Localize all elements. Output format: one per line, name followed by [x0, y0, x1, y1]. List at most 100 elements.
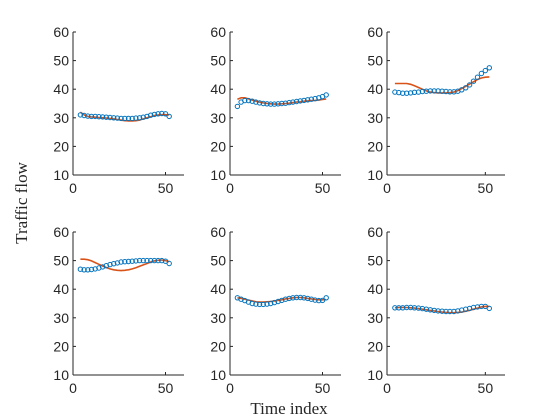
data-point	[279, 100, 285, 107]
y-tick-label: 10	[210, 367, 226, 383]
data-point	[249, 98, 255, 104]
y-tick-label: 40	[53, 281, 69, 297]
x-tick-label: 0	[69, 380, 77, 396]
panels: 10 20 30 40 50 60 0 50 10 20 30 40 50 60 0 50 10 20 30 40 50…	[53, 24, 505, 396]
y-tick-label: 50	[210, 53, 226, 69]
data-point	[290, 295, 296, 301]
y-tick-label: 50	[367, 253, 383, 269]
data-point	[111, 261, 117, 267]
y-tick-label: 40	[367, 281, 383, 297]
y-tick-label: 20	[53, 338, 69, 354]
data-point	[308, 296, 315, 302]
data-point	[96, 114, 102, 120]
data-point	[260, 301, 266, 308]
data-point	[148, 257, 154, 264]
data-point	[155, 111, 161, 117]
data-point	[151, 257, 158, 264]
data-point	[312, 95, 318, 102]
y-tick-label: 50	[210, 253, 226, 269]
data-point	[301, 295, 307, 301]
panel-2: 10 20 30 40 50 60 0 50	[210, 24, 341, 196]
data-point	[136, 115, 143, 121]
data-point	[268, 300, 274, 307]
x-tick-label: 50	[478, 380, 494, 396]
panel-6: 10 20 30 40 50 60 0 50	[367, 224, 505, 396]
data-point	[260, 100, 266, 107]
data-point	[264, 301, 270, 307]
data-point	[474, 74, 481, 80]
y-tick-label: 60	[367, 224, 383, 240]
data-point	[268, 101, 274, 107]
x-tick-label: 0	[69, 180, 77, 196]
data-point	[253, 301, 259, 307]
y-tick-label: 10	[53, 167, 69, 183]
y-tick-label: 50	[53, 253, 69, 269]
data-point	[486, 65, 492, 71]
data-point	[486, 305, 492, 312]
y-tick-label: 10	[367, 367, 383, 383]
x-tick-label: 50	[315, 180, 331, 196]
data-point	[125, 115, 132, 122]
y-tick-label: 40	[210, 281, 226, 297]
y-tick-label: 20	[210, 338, 226, 354]
data-point	[253, 99, 259, 105]
data-point	[140, 257, 147, 264]
data-point	[107, 114, 113, 121]
y-tick-label: 10	[367, 167, 383, 183]
y-tick-label: 20	[367, 338, 383, 354]
data-point	[77, 266, 84, 272]
data-point	[107, 261, 113, 268]
fit-line	[237, 97, 327, 105]
data-point	[77, 112, 84, 118]
y-tick-label: 30	[210, 110, 226, 126]
y-tick-label: 10	[210, 167, 226, 183]
data-point	[297, 98, 303, 104]
data-point	[144, 257, 150, 264]
data-point	[275, 101, 281, 107]
y-tick-label: 60	[367, 24, 383, 40]
y-tick-label: 50	[367, 53, 383, 69]
data-point	[92, 266, 98, 272]
y-tick-label: 30	[53, 310, 69, 326]
data-point	[162, 258, 169, 264]
data-point	[308, 96, 315, 102]
data-point	[140, 114, 147, 120]
data-point	[470, 78, 477, 84]
data-point	[478, 70, 485, 77]
data-point	[88, 113, 95, 120]
data-point	[88, 266, 95, 273]
data-point	[129, 115, 135, 122]
data-point	[111, 115, 117, 121]
x-tick-label: 50	[158, 180, 174, 196]
data-point	[99, 114, 106, 120]
data-point	[118, 115, 124, 122]
y-tick-label: 60	[210, 24, 226, 40]
data-point	[316, 297, 322, 304]
data-point	[133, 115, 139, 121]
data-point	[103, 114, 110, 120]
data-point	[122, 115, 128, 122]
y-tick-label: 40	[210, 81, 226, 97]
y-tick-label: 50	[53, 53, 69, 69]
data-point	[81, 267, 87, 273]
x-tick-label: 0	[383, 380, 391, 396]
y-tick-label: 40	[367, 81, 383, 97]
panel-5: 10 20 30 40 50 60 0 50	[210, 224, 341, 396]
data-point	[122, 259, 128, 265]
data-point	[297, 294, 303, 301]
x-tick-label: 0	[226, 180, 234, 196]
data-point	[305, 295, 311, 302]
data-point	[290, 99, 296, 105]
data-point	[282, 296, 289, 302]
data-point	[155, 257, 161, 264]
data-point	[242, 97, 248, 104]
y-tick-label: 60	[53, 24, 69, 40]
data-point	[256, 301, 263, 308]
data-point	[286, 99, 292, 106]
panel-4: 10 20 30 40 50 60 0 50	[53, 224, 184, 396]
y-tick-label: 20	[367, 138, 383, 154]
data-point	[166, 113, 172, 120]
data-point	[162, 111, 169, 117]
y-tick-label: 60	[53, 224, 69, 240]
